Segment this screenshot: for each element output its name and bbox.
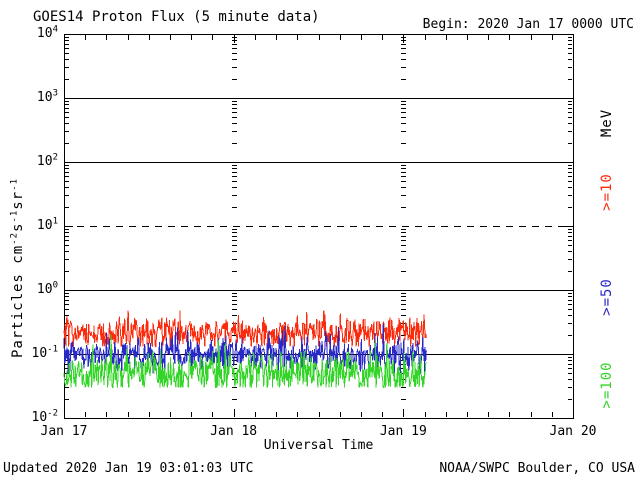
x-axis-title: Universal Time	[263, 438, 374, 453]
legend-entry-ge50: >=50	[599, 278, 615, 316]
source-attribution-label: NOAA/SWPC Boulder, CO USA	[439, 461, 635, 476]
legend-entry-ge100: >=100	[599, 361, 615, 409]
begin-timestamp-label: Begin: 2020 Jan 17 0000 UTC	[422, 17, 634, 32]
x-tick-jan17: Jan 17	[40, 424, 88, 439]
legend-unit-label: MeV	[599, 108, 615, 138]
x-tick-jan19: Jan 19	[379, 424, 427, 439]
updated-timestamp-label: Updated 2020 Jan 19 03:01:03 UTC	[3, 461, 254, 476]
y-tick-label: 104	[36, 24, 58, 41]
y-axis-title: Particles cm-2s-1sr-1	[9, 178, 26, 358]
y-tick-label: 100	[36, 280, 58, 297]
legend-entry-ge10: >=10	[599, 173, 615, 211]
chart-title: GOES14 Proton Flux (5 minute data)	[33, 9, 320, 25]
y-tick-label: 102	[36, 152, 58, 169]
x-tick-jan18: Jan 18	[210, 424, 258, 439]
x-tick-jan20: Jan 20	[549, 424, 597, 439]
y-tick-label: 103	[36, 88, 58, 105]
y-tick-label: 10-2	[31, 408, 59, 425]
y-tick-label: 101	[36, 216, 58, 233]
y-tick-label: 10-1	[31, 344, 59, 361]
